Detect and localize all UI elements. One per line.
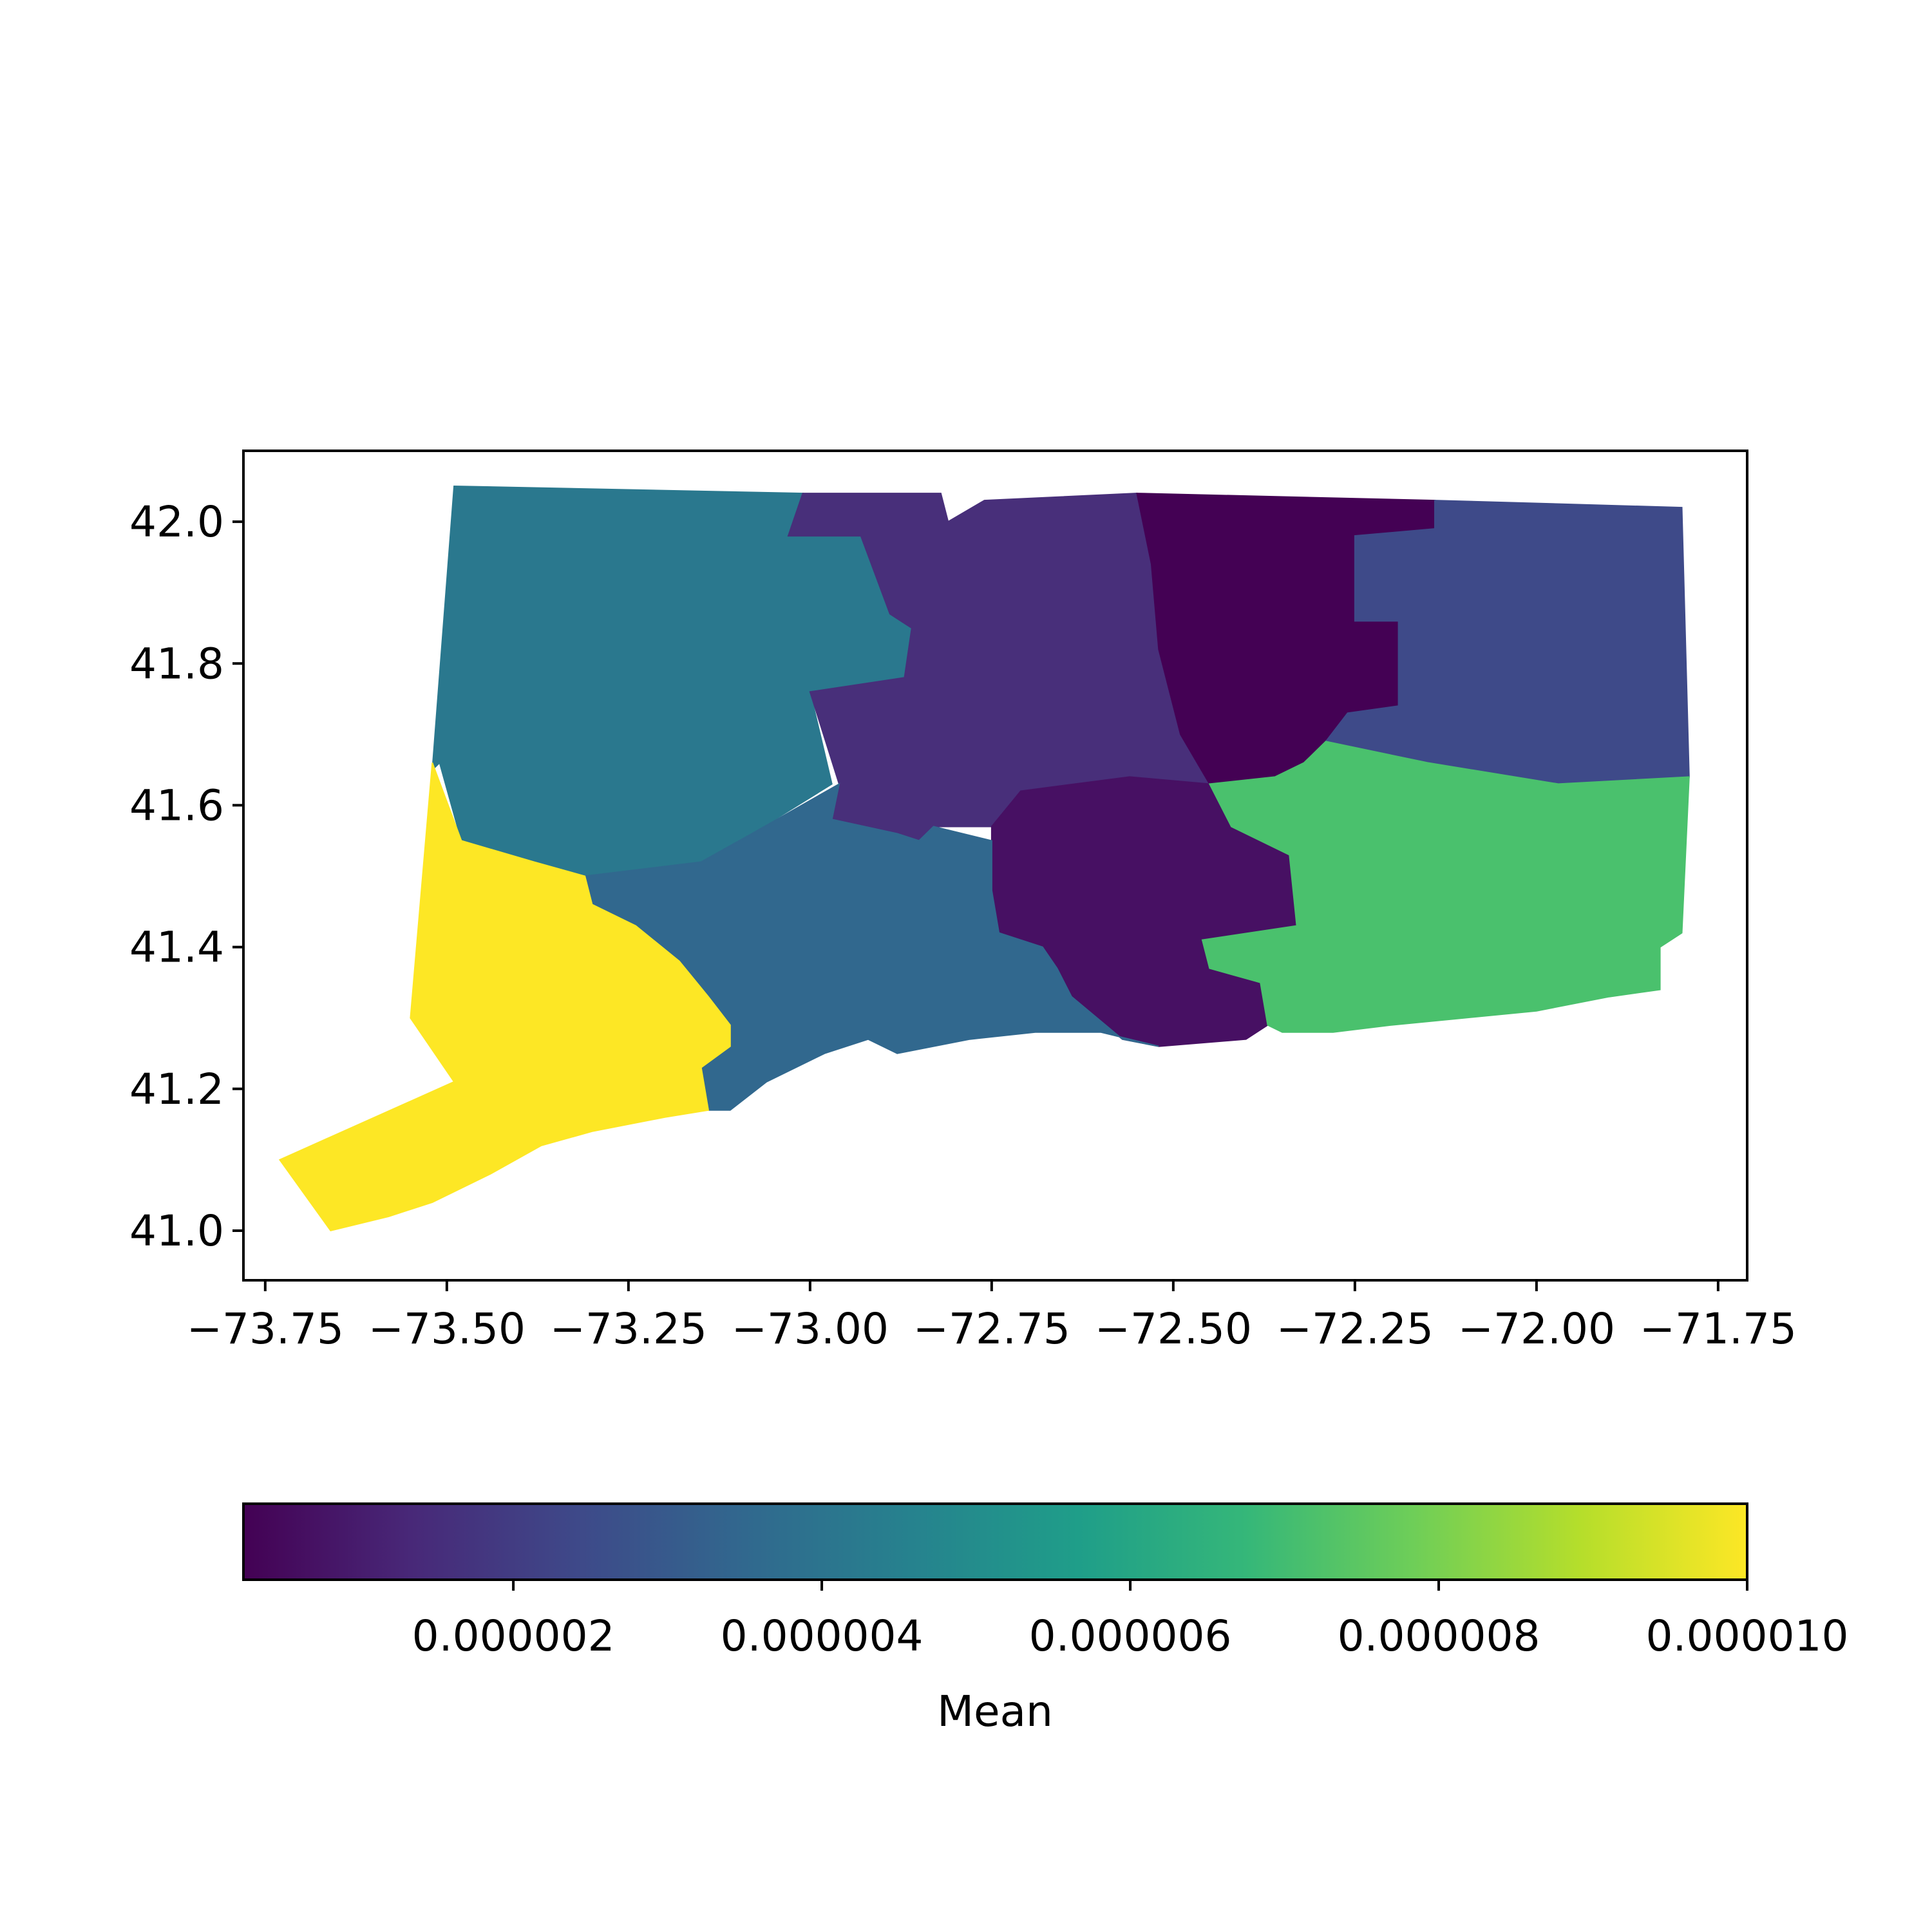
y-tick-label: 41.4 <box>129 923 224 972</box>
x-tick-label: −72.50 <box>1095 1304 1252 1354</box>
x-axis: −73.75 −73.50 −73.25 −73.00 −72.75 −72.50 −72.… <box>187 1280 1797 1354</box>
y-axis: 41.0 41.2 41.4 41.6 41.8 42.0 <box>129 497 243 1256</box>
map-regions <box>278 485 1690 1232</box>
plot-frame <box>242 450 1748 1282</box>
x-tick-label: −73.50 <box>368 1304 526 1354</box>
colorbar: 0.000002 0.000004 0.000006 0.000008 0.000010… <box>242 1502 1849 1736</box>
colorbar-gradient <box>242 1502 1748 1581</box>
colorbar-tick-label: 0.000008 <box>1338 1611 1540 1661</box>
x-tick-label: −72.00 <box>1458 1304 1615 1354</box>
y-tick-label: 41.0 <box>129 1206 224 1256</box>
colorbar-label: Mean <box>937 1687 1053 1736</box>
y-tick-label: 41.8 <box>129 639 224 688</box>
map-region <box>278 762 731 1232</box>
y-tick-label: 42.0 <box>129 497 224 547</box>
y-tick-label: 41.6 <box>129 781 224 830</box>
colorbar-ticks: 0.000002 0.000004 0.000006 0.000008 0.000010 <box>412 1580 1849 1661</box>
x-tick-label: −73.00 <box>732 1304 889 1354</box>
x-tick-label: −71.75 <box>1640 1304 1797 1354</box>
y-tick-label: 41.2 <box>129 1065 224 1114</box>
x-tick-label: −73.25 <box>550 1304 707 1354</box>
map-region <box>787 493 1211 842</box>
colorbar-tick-label: 0.000004 <box>721 1611 923 1661</box>
map-region <box>1201 741 1690 1033</box>
colorbar-tick-label: 0.000006 <box>1029 1611 1232 1661</box>
x-tick-label: −72.75 <box>913 1304 1070 1354</box>
x-tick-label: −73.75 <box>187 1304 344 1354</box>
colorbar-tick-label: 0.000002 <box>412 1611 615 1661</box>
colorbar-tick-label: 0.000010 <box>1646 1611 1849 1661</box>
x-tick-label: −72.25 <box>1276 1304 1434 1354</box>
